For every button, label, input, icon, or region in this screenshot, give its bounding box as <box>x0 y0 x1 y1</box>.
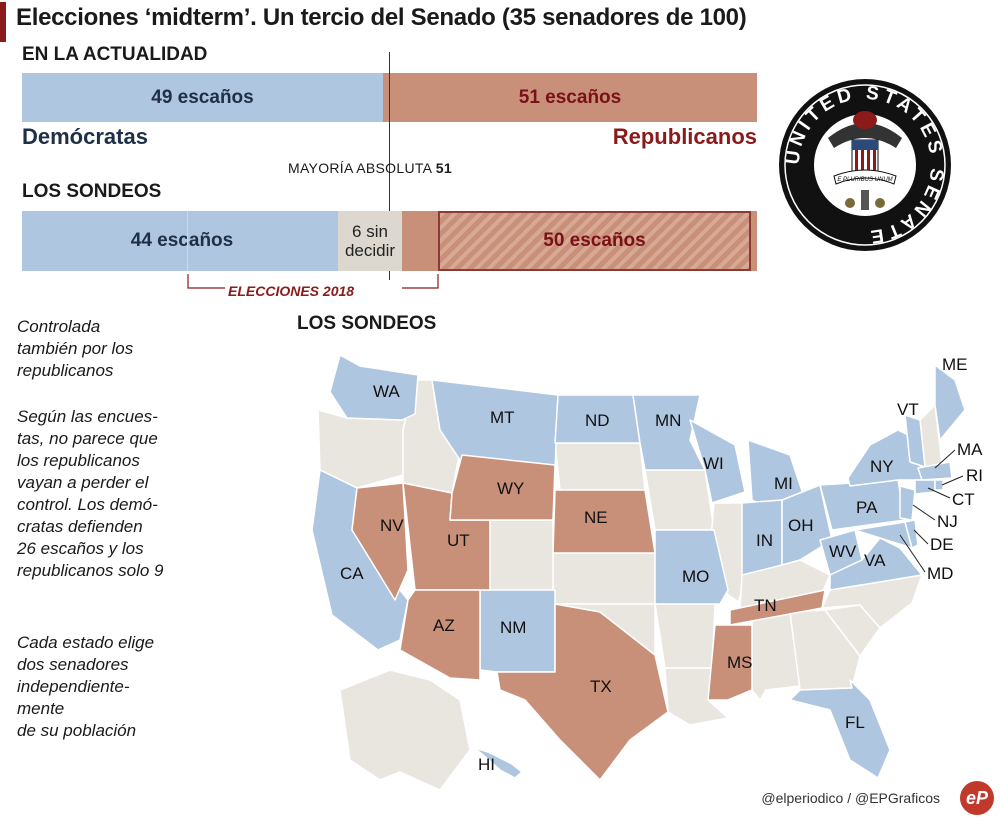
label-PA: PA <box>856 498 878 517</box>
leader-MD <box>899 534 926 573</box>
title-accent-bar <box>0 2 6 42</box>
polls-rep-edge <box>751 211 757 271</box>
label-MN: MN <box>655 411 681 430</box>
state-ME <box>934 364 966 441</box>
polls-dem-value: 44 escaños <box>130 230 234 251</box>
polls-rep-value: 50 escaños <box>543 230 646 251</box>
elections-bracket <box>187 274 439 289</box>
seal-motto: E PLURIBUS UNUM <box>837 177 892 183</box>
state-FL <box>789 679 891 779</box>
state-AR <box>654 603 716 669</box>
state-GA <box>789 609 861 691</box>
state-TX <box>496 603 669 781</box>
label-TN: TN <box>754 596 777 615</box>
current-rep-bar: 51 escaños <box>383 73 757 122</box>
label-MA: MA <box>957 440 983 459</box>
state-MS <box>707 624 753 701</box>
state-MO <box>654 529 729 605</box>
current-rep-value: 51 escaños <box>518 86 622 108</box>
label-NJ: NJ <box>937 512 958 531</box>
senate-seal: UNITED STATES SENATE E PLURIBUS UNUM <box>779 79 951 251</box>
leader-NJ <box>912 504 936 521</box>
state-NJ <box>899 485 916 521</box>
label-NV: NV <box>380 516 404 535</box>
label-FL: FL <box>845 713 865 732</box>
label-WV: WV <box>829 542 857 561</box>
label-MD: MD <box>927 564 953 583</box>
label-WI: WI <box>703 454 724 473</box>
label-MI: MI <box>774 474 793 493</box>
state-WY <box>449 454 556 521</box>
majority-line <box>389 52 390 280</box>
credit-text: @elperiodico / @EPGraficos <box>761 790 940 806</box>
state-NV <box>351 482 409 601</box>
label-NM: NM <box>500 618 526 637</box>
label-VT: VT <box>897 400 919 419</box>
elections-2018-label: ELECCIONES 2018 <box>228 283 355 299</box>
label-WA: WA <box>373 382 400 401</box>
label-MS: MS <box>727 653 753 672</box>
polls-rep-bar: 50 escaños <box>438 211 751 271</box>
label-RI: RI <box>966 466 983 485</box>
current-heading: EN LA ACTUALIDAD <box>22 44 208 65</box>
state-CT <box>914 479 936 495</box>
label-VA: VA <box>864 551 886 570</box>
label-WY: WY <box>497 479 524 498</box>
majority-label: MAYORÍA ABSOLUTA 51 <box>288 160 452 176</box>
label-AZ: AZ <box>433 616 455 635</box>
note-polls: Según las encues- tas, no parece que los… <box>17 407 164 580</box>
polls-undecided-bar: 6 sin decidir <box>338 211 402 271</box>
label-ND: ND <box>585 411 610 430</box>
dem-held-divider <box>187 211 188 271</box>
label-MO: MO <box>682 567 709 586</box>
note-gray-states: Controlada también por los republicanos <box>17 317 134 380</box>
label-MT: MT <box>490 408 515 427</box>
leader-RI <box>941 475 964 486</box>
label-HI: HI <box>478 755 495 774</box>
elperiodico-logo: eP <box>960 781 994 815</box>
state-KS <box>552 552 656 605</box>
state-VA <box>829 537 923 591</box>
note-states: Cada estado elige dos senadores independ… <box>17 633 155 740</box>
state-AZ <box>399 589 481 681</box>
state-WI <box>689 419 746 504</box>
label-CA: CA <box>340 564 364 583</box>
label-NE: NE <box>584 508 608 527</box>
page-title: Elecciones ‘midterm’. Un tercio del Sena… <box>16 4 747 31</box>
polls-rep-contested-bar <box>402 211 438 271</box>
state-SD <box>554 442 646 491</box>
state-TN <box>729 589 826 626</box>
state-AK <box>339 669 471 791</box>
label-UT: UT <box>447 531 470 550</box>
state-HI <box>474 747 523 779</box>
label-CT: CT <box>952 490 975 509</box>
state-OH <box>781 484 833 566</box>
current-dem-value: 49 escaños <box>151 86 254 108</box>
map-heading: LOS SONDEOS <box>297 313 437 334</box>
leader-MA <box>934 449 956 469</box>
current-dem-bar: 49 escaños <box>22 73 383 122</box>
state-NE <box>552 489 656 554</box>
undecided-line-2: decidir <box>344 241 396 260</box>
dem-party-label: Demócratas <box>22 124 148 149</box>
label-TX: TX <box>590 677 612 696</box>
label-NY: NY <box>870 457 894 476</box>
label-IN: IN <box>756 531 773 550</box>
polls-heading: LOS SONDEOS <box>22 181 162 202</box>
label-ME: ME <box>942 355 968 374</box>
undecided-line-1: 6 sin <box>352 222 388 241</box>
leader-DE <box>913 529 929 545</box>
state-WA <box>329 354 419 421</box>
leader-CT <box>927 487 951 499</box>
state-RI <box>934 479 944 491</box>
rep-party-label: Republicanos <box>612 124 757 149</box>
label-DE: DE <box>930 535 954 554</box>
state-IA <box>644 469 715 531</box>
label-OH: OH <box>788 516 814 535</box>
polls-dem-bar: 44 escaños <box>22 211 338 271</box>
